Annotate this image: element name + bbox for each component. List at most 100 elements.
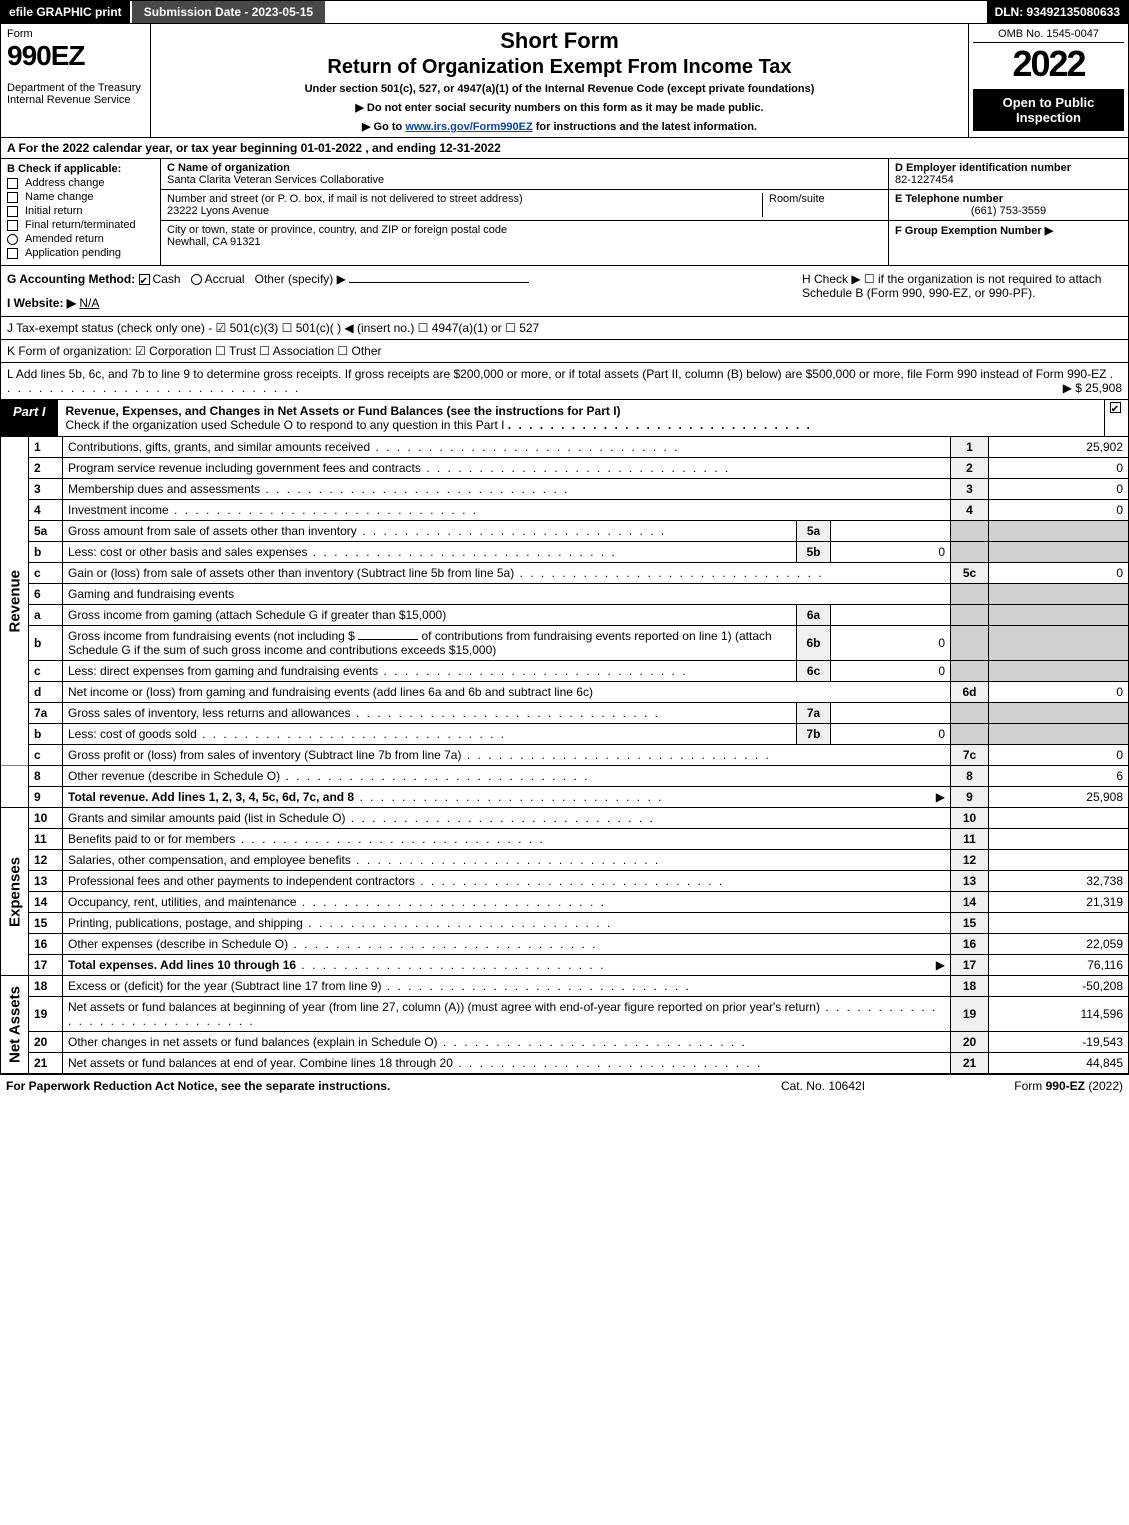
side-net: Net Assets	[1, 976, 29, 1074]
shade	[989, 626, 1129, 661]
shade	[951, 703, 989, 724]
line-18: Net Assets 18 Excess or (deficit) for th…	[1, 976, 1129, 997]
shade	[989, 542, 1129, 563]
num: 8	[951, 766, 989, 787]
line-16: 16 Other expenses (describe in Schedule …	[1, 934, 1129, 955]
val: 32,738	[989, 871, 1129, 892]
section-GH: G Accounting Method: Cash Accrual Other …	[0, 266, 1129, 317]
desc: Net assets or fund balances at beginning…	[68, 1000, 937, 1028]
efile-label[interactable]: efile GRAPHIC print	[1, 1, 130, 23]
ln: 20	[29, 1032, 63, 1053]
num: 2	[951, 458, 989, 479]
line-8: 8 Other revenue (describe in Schedule O)…	[1, 766, 1129, 787]
num: 19	[951, 997, 989, 1032]
desc: Net income or (loss) from gaming and fun…	[63, 682, 951, 703]
subval: 0	[831, 626, 951, 661]
ln: 18	[29, 976, 63, 997]
desc: Total revenue. Add lines 1, 2, 3, 4, 5c,…	[68, 790, 354, 804]
side-blank	[1, 766, 29, 808]
desc: Membership dues and assessments	[68, 482, 569, 496]
subval: 0	[831, 661, 951, 682]
chk-address[interactable]	[7, 178, 18, 189]
C-name-label: C Name of organization	[167, 162, 290, 174]
shade	[951, 542, 989, 563]
desc: Program service revenue including govern…	[68, 461, 730, 475]
shade	[989, 605, 1129, 626]
ln: a	[29, 605, 63, 626]
chk-initial[interactable]	[7, 206, 18, 217]
sub: 6c	[797, 661, 831, 682]
shade	[989, 661, 1129, 682]
desc: Less: direct expenses from gaming and fu…	[68, 664, 688, 678]
ln: 13	[29, 871, 63, 892]
num: 6d	[951, 682, 989, 703]
val: -50,208	[989, 976, 1129, 997]
ln: 10	[29, 808, 63, 829]
chk-accrual[interactable]	[191, 274, 202, 285]
6b-blank[interactable]	[358, 639, 418, 640]
chk-amended[interactable]	[7, 234, 18, 245]
ln: 1	[29, 437, 63, 458]
schedO-check[interactable]	[1104, 400, 1128, 436]
shade	[951, 724, 989, 745]
num: 4	[951, 500, 989, 521]
row-H: H Check ▶ ☐ if the organization is not r…	[802, 272, 1122, 310]
G-accrual: Accrual	[205, 272, 245, 286]
top-bar: efile GRAPHIC print Submission Date - 20…	[0, 0, 1129, 24]
desc: Gross amount from sale of assets other t…	[68, 524, 666, 538]
sub: 5b	[797, 542, 831, 563]
val: 0	[989, 745, 1129, 766]
part-I-tab: Part I	[1, 400, 58, 436]
other-blank[interactable]	[349, 282, 529, 283]
part-I-header: Part I Revenue, Expenses, and Changes in…	[0, 400, 1129, 437]
open-to-public: Open to Public Inspection	[973, 89, 1124, 131]
subval	[831, 521, 951, 542]
header-right: OMB No. 1545-0047 2022 Open to Public In…	[968, 24, 1128, 137]
spacer	[327, 1, 986, 23]
line-6: 6 Gaming and fundraising events	[1, 584, 1129, 605]
num: 14	[951, 892, 989, 913]
chk-cash[interactable]	[139, 274, 150, 285]
arrow-icon: ▶	[936, 790, 945, 804]
dept-label: Department of the Treasury Internal Reve…	[7, 82, 144, 106]
chk-pending[interactable]	[7, 248, 18, 259]
val: 0	[989, 479, 1129, 500]
line-5a: 5a Gross amount from sale of assets othe…	[1, 521, 1129, 542]
chk-name[interactable]	[7, 192, 18, 203]
sub: 6b	[797, 626, 831, 661]
ln: 8	[29, 766, 63, 787]
section-BCDEF: B Check if applicable: Address change Na…	[0, 159, 1129, 266]
C-street-label: Number and street (or P. O. box, if mail…	[167, 193, 762, 205]
num: 20	[951, 1032, 989, 1053]
val: 25,902	[989, 437, 1129, 458]
opt-name: Name change	[25, 191, 94, 203]
opt-pending: Application pending	[25, 247, 121, 259]
subval	[831, 703, 951, 724]
row-I: I Website: ▶ N/A	[7, 296, 762, 310]
num: 10	[951, 808, 989, 829]
shade	[951, 584, 989, 605]
shade	[951, 521, 989, 542]
line-12: 12 Salaries, other compensation, and emp…	[1, 850, 1129, 871]
header-left: Form 990EZ Department of the Treasury In…	[1, 24, 151, 137]
dots	[508, 418, 812, 432]
form-header: Form 990EZ Department of the Treasury In…	[0, 24, 1129, 138]
bullet-link: ▶ Go to www.irs.gov/Form990EZ for instru…	[159, 120, 960, 133]
num: 18	[951, 976, 989, 997]
ln: 6	[29, 584, 63, 605]
desc: Other changes in net assets or fund bala…	[68, 1035, 747, 1049]
G-label: G Accounting Method:	[7, 272, 135, 286]
row-K: K Form of organization: ☑ Corporation ☐ …	[0, 340, 1129, 363]
irs-link[interactable]: www.irs.gov/Form990EZ	[405, 121, 532, 133]
desc: Less: cost of goods sold	[68, 727, 506, 741]
ln: 5a	[29, 521, 63, 542]
chk-final[interactable]	[7, 220, 18, 231]
val: 76,116	[989, 955, 1129, 976]
num: 15	[951, 913, 989, 934]
val: -19,543	[989, 1032, 1129, 1053]
footer-center: Cat. No. 10642I	[723, 1079, 923, 1093]
desc: Less: cost or other basis and sales expe…	[68, 545, 617, 559]
bullet-ssn: ▶ Do not enter social security numbers o…	[159, 101, 960, 114]
line-10: Expenses 10 Grants and similar amounts p…	[1, 808, 1129, 829]
line-14: 14 Occupancy, rent, utilities, and maint…	[1, 892, 1129, 913]
